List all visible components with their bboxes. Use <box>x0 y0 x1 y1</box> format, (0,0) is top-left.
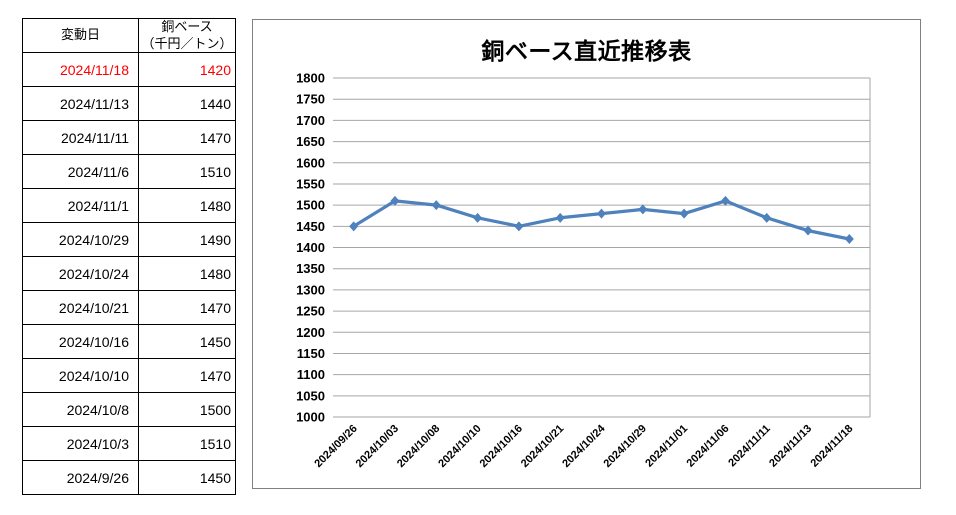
data-point-marker <box>555 212 565 223</box>
x-axis-label: 2024/11/01 <box>643 423 690 470</box>
date-cell: 2024/10/10 <box>22 358 139 393</box>
price-table: 変動日 銅ベース （千円／トン） 2024/11/18 1420 2024/11/1… <box>22 18 236 495</box>
y-axis-label: 1450 <box>296 219 325 234</box>
y-axis-label: 1500 <box>296 198 325 213</box>
data-point-marker <box>679 208 689 219</box>
x-axis-label: 2024/10/10 <box>436 423 483 470</box>
x-axis-label: 2024/10/08 <box>395 423 442 470</box>
table-row: 2024/11/11 1470 <box>22 120 236 155</box>
y-axis-label: 1050 <box>296 388 325 403</box>
y-axis-label: 1300 <box>296 282 325 297</box>
x-axis-label: 2024/11/11 <box>726 423 773 470</box>
date-cell: 2024/11/13 <box>22 86 139 121</box>
x-axis-label: 2024/10/16 <box>478 423 525 470</box>
x-axis-label: 2024/10/29 <box>602 423 649 470</box>
y-axis-label: 1100 <box>297 367 325 382</box>
value-cell: 1440 <box>138 86 236 121</box>
date-column-header: 変動日 <box>22 18 139 53</box>
value-cell: 1480 <box>138 256 236 291</box>
x-axis-label: 2024/09/26 <box>312 423 359 470</box>
y-axis-label: 1750 <box>296 92 325 107</box>
data-point-marker <box>720 195 730 206</box>
y-axis-label: 1350 <box>296 261 325 276</box>
chart-container: 1000 1050 1100 1150 1200 1250 1300 1350 1400 1450… <box>252 19 921 489</box>
table-header-row: 変動日 銅ベース （千円／トン） <box>22 18 236 53</box>
table-row: 2024/10/21 1470 <box>22 290 236 325</box>
table-row: 2024/11/1 1480 <box>22 188 236 223</box>
value-cell: 1470 <box>138 290 236 325</box>
value-column-header-line1: 銅ベース <box>161 19 213 35</box>
y-axis-label: 1800 <box>296 71 325 86</box>
date-cell: 2024/10/24 <box>22 256 139 291</box>
y-axis-label: 1400 <box>296 240 325 255</box>
value-cell: 1510 <box>138 426 236 461</box>
x-axis-label: 2024/11/13 <box>767 423 814 470</box>
x-axis-label: 2024/10/21 <box>519 423 566 470</box>
x-axis-label: 2024/11/18 <box>808 423 855 470</box>
table-row: 2024/10/29 1490 <box>22 222 236 257</box>
value-cell: 1500 <box>138 392 236 427</box>
table-row: 2024/10/24 1480 <box>22 256 236 291</box>
x-axis-label: 2024/11/06 <box>685 423 732 470</box>
y-axis-label: 1600 <box>296 155 325 170</box>
table-row: 2024/11/13 1440 <box>22 86 236 121</box>
date-cell: 2024/10/21 <box>22 290 139 325</box>
table-row: 2024/10/10 1470 <box>22 358 236 393</box>
value-cell: 1470 <box>138 358 236 393</box>
data-point-marker <box>349 221 359 232</box>
date-cell: 2024/11/18 <box>22 52 139 87</box>
date-cell: 2024/11/11 <box>22 120 139 155</box>
value-cell: 1470 <box>138 120 236 155</box>
value-column-header: 銅ベース （千円／トン） <box>138 18 236 53</box>
data-point-marker <box>390 195 400 206</box>
data-point-marker <box>844 234 854 245</box>
value-cell: 1450 <box>138 460 236 495</box>
date-cell: 2024/10/29 <box>22 222 139 257</box>
data-point-marker <box>762 212 772 223</box>
table-row: 2024/11/6 1510 <box>22 154 236 189</box>
y-axis-label: 1150 <box>297 346 325 361</box>
date-cell: 2024/11/6 <box>22 154 139 189</box>
line-chart: 1000 1050 1100 1150 1200 1250 1300 1350 1400 1450… <box>296 71 871 470</box>
y-axis-label: 1000 <box>296 410 325 425</box>
table-row: 2024/9/26 1450 <box>22 460 236 495</box>
table-row: 2024/10/16 1450 <box>22 324 236 359</box>
data-point-marker <box>473 212 483 223</box>
x-axis-label: 2024/10/24 <box>560 422 608 470</box>
y-axis-label: 1650 <box>296 134 325 149</box>
data-point-marker <box>803 225 813 236</box>
x-axis-label: 2024/10/03 <box>354 423 401 470</box>
date-cell: 2024/9/26 <box>22 460 139 495</box>
y-axis-label: 1550 <box>296 176 325 191</box>
y-axis-label: 1250 <box>296 304 325 319</box>
data-point-marker <box>597 208 606 219</box>
chart-title: 銅ベース直近推移表 <box>481 38 692 64</box>
value-cell: 1420 <box>138 52 236 87</box>
y-axis-label: 1200 <box>296 325 325 340</box>
value-cell: 1510 <box>138 154 236 189</box>
data-point-marker <box>431 200 441 211</box>
table-row: 2024/11/18 1420 <box>22 52 236 87</box>
y-axis-label: 1700 <box>296 113 325 128</box>
data-point-marker <box>514 221 524 232</box>
table-row: 2024/10/3 1510 <box>22 426 236 461</box>
data-point-marker <box>638 204 648 215</box>
value-cell: 1450 <box>138 324 236 359</box>
date-cell: 2024/10/16 <box>22 324 139 359</box>
value-cell: 1490 <box>138 222 236 257</box>
date-cell: 2024/11/1 <box>22 188 139 223</box>
value-cell: 1480 <box>138 188 236 223</box>
date-cell: 2024/10/3 <box>22 426 139 461</box>
table-row: 2024/10/8 1500 <box>22 392 236 427</box>
price-line <box>352 199 851 241</box>
date-cell: 2024/10/8 <box>22 392 139 427</box>
value-column-header-line2: （千円／トン） <box>141 35 233 51</box>
